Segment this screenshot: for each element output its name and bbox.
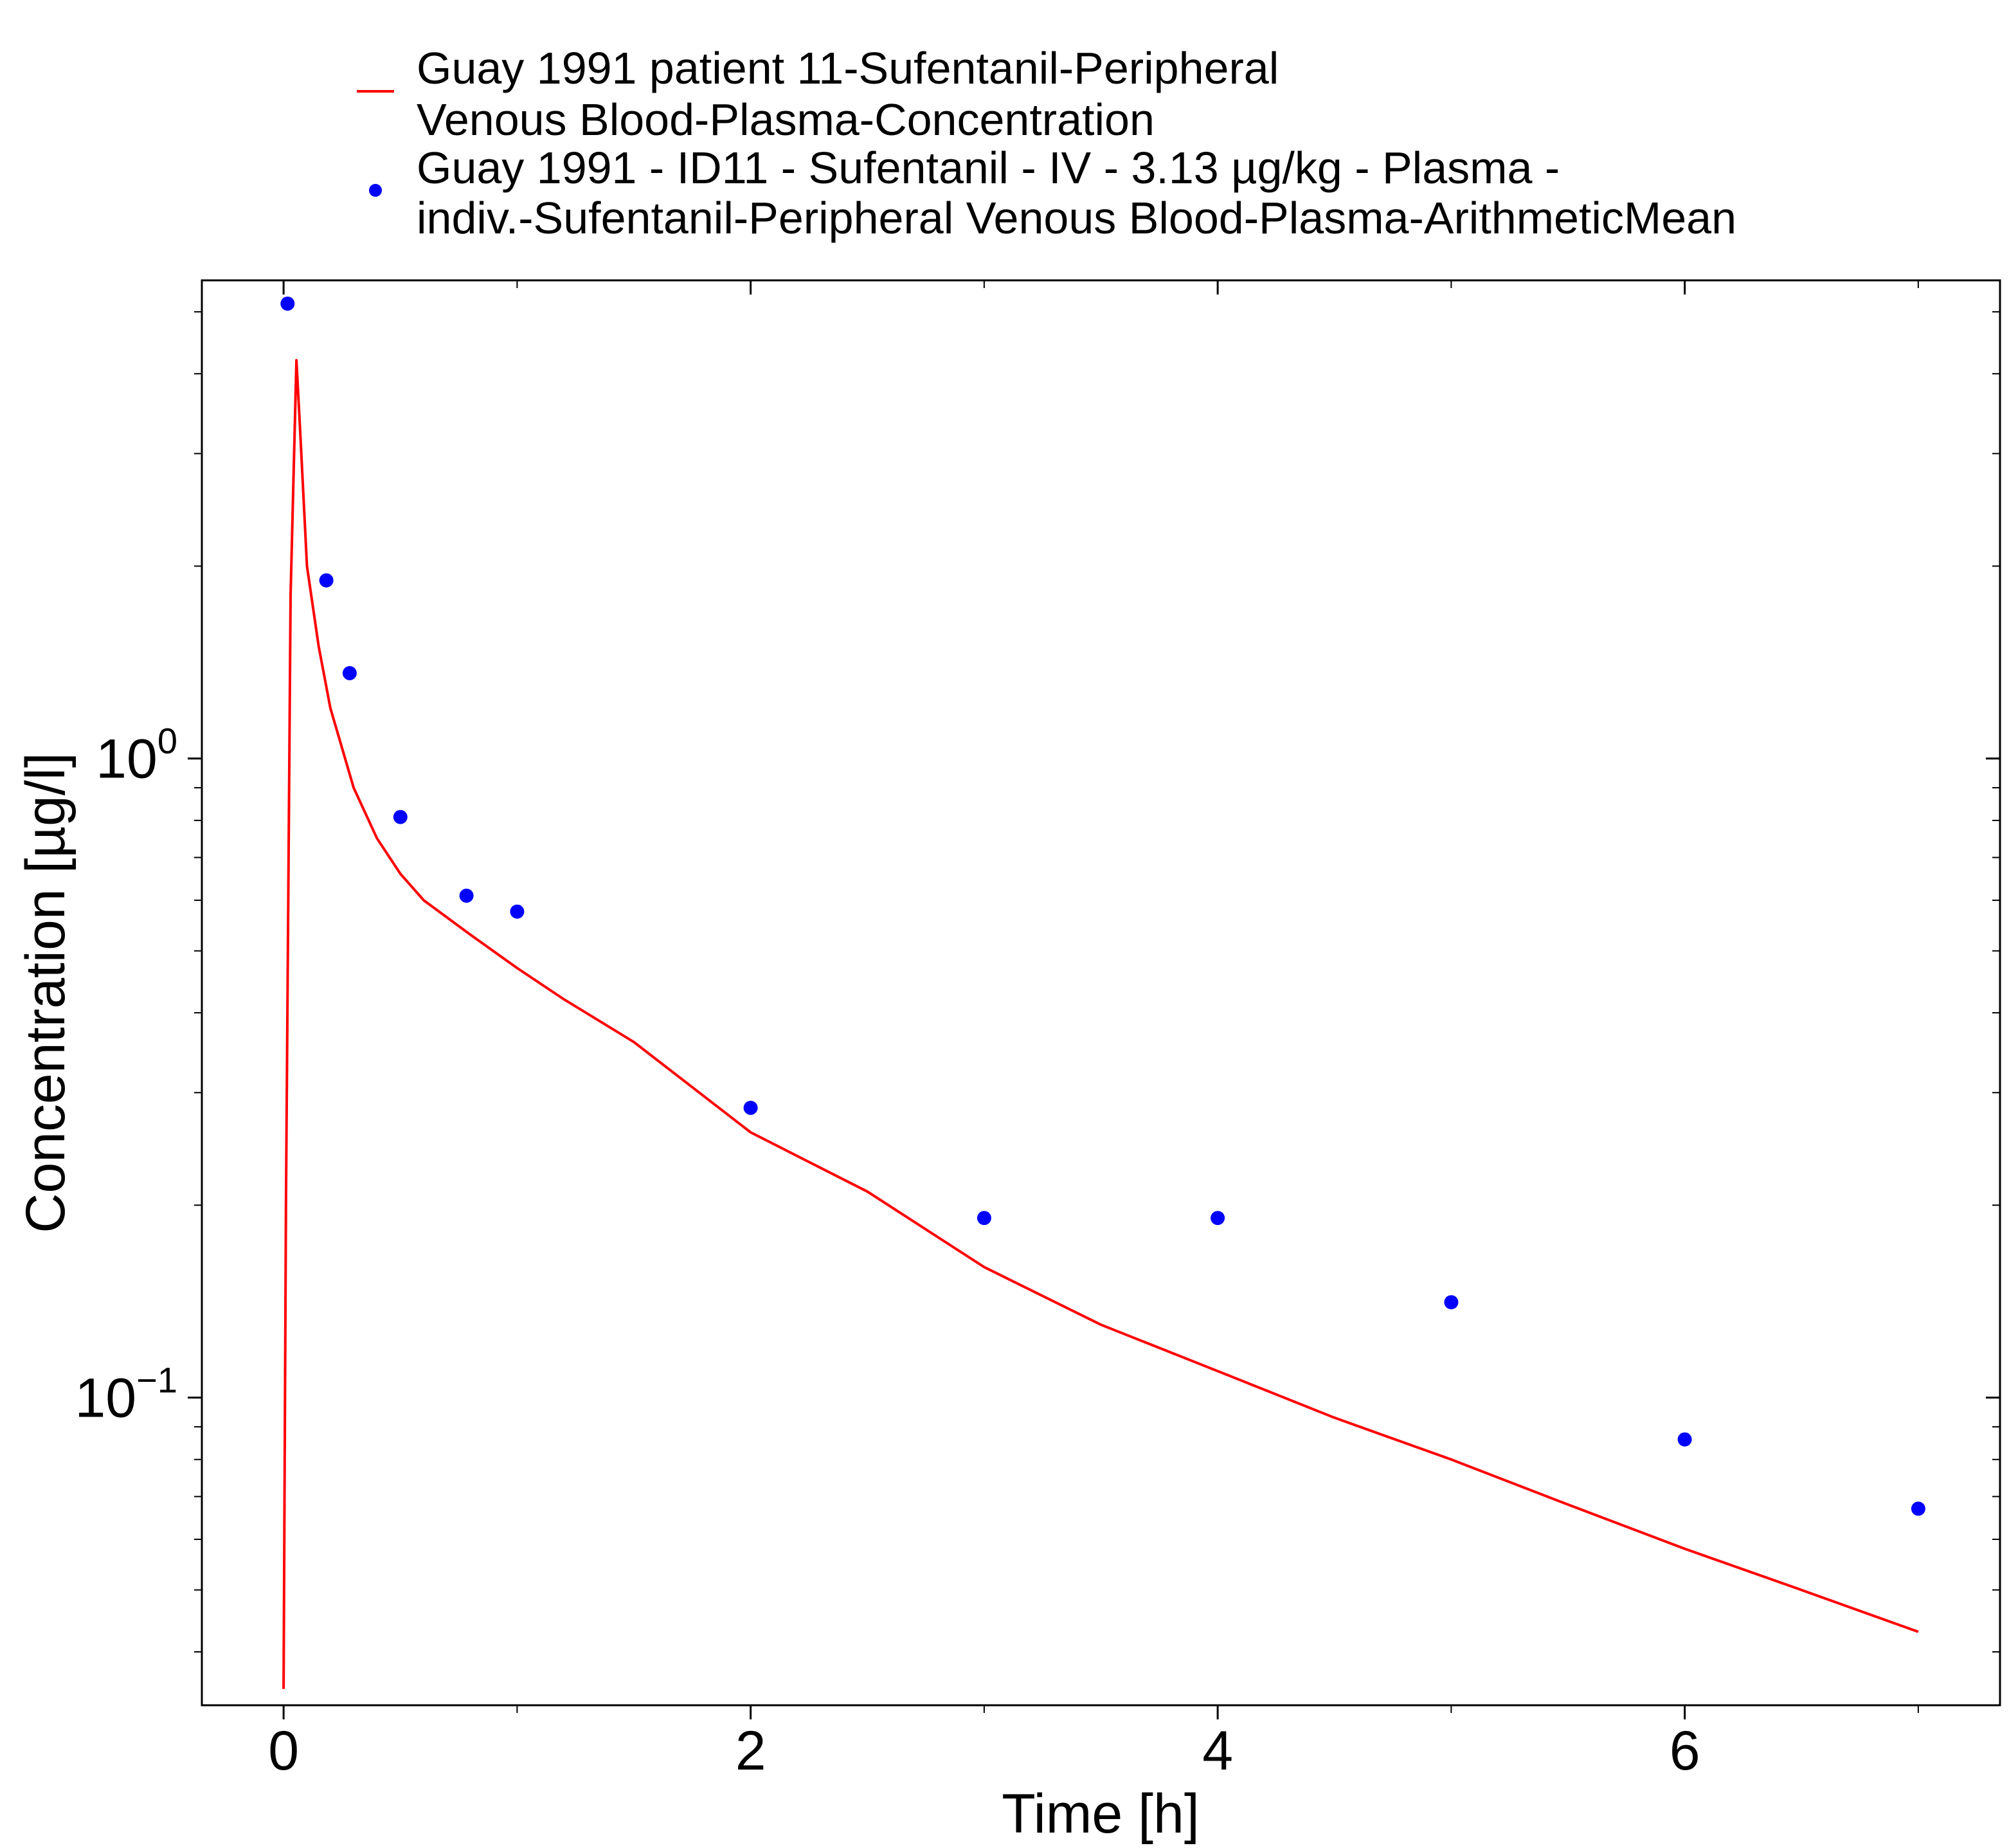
observed-data-point	[1911, 1501, 1925, 1516]
x-tick-label: 4	[1202, 1720, 1233, 1782]
observed-data-point	[510, 904, 525, 919]
y-tick-label: 100	[96, 721, 177, 790]
axis-tick-labels: 0 2 4 6 100 10−1	[75, 721, 1700, 1782]
legend-line-label-1: Guay 1991 patient 11-Sufentanil-Peripher…	[417, 43, 1279, 93]
observed-data-point	[393, 810, 408, 824]
legend-marker-label-2: indiv.-Sufentanil-Peripheral Venous Bloo…	[417, 193, 1736, 243]
observed-data-point	[977, 1211, 991, 1226]
axis-ticks	[188, 280, 2000, 1719]
legend: Guay 1991 patient 11-Sufentanil-Peripher…	[357, 43, 1736, 243]
plot-layer	[280, 296, 1925, 1689]
observed-data-point	[1444, 1295, 1459, 1310]
legend-line-label-2: Venous Blood-Plasma-Concentration	[417, 95, 1155, 145]
x-tick-label: 0	[268, 1720, 299, 1782]
simulated-concentration-line	[282, 359, 1919, 1689]
x-tick-label: 2	[735, 1720, 766, 1782]
x-axis-title: Time [h]	[1002, 1783, 1199, 1845]
y-axis-title: Concentration [µg/l]	[15, 752, 77, 1233]
observed-data-point	[459, 889, 474, 903]
y-tick-label: 10−1	[75, 1359, 177, 1429]
observed-data-point	[319, 573, 334, 588]
legend-marker-label-1: Guay 1991 - ID11 - Sufentanil - IV - 3.1…	[417, 143, 1560, 193]
observed-data-point	[1677, 1432, 1692, 1447]
legend-marker-swatch	[369, 184, 382, 197]
observed-data-point	[342, 666, 357, 680]
observed-data-point	[743, 1100, 758, 1115]
plot-area-frame	[201, 279, 2001, 1707]
observed-data-point	[280, 296, 295, 311]
x-tick-label: 6	[1670, 1720, 1700, 1782]
observed-data-point	[1211, 1211, 1225, 1226]
